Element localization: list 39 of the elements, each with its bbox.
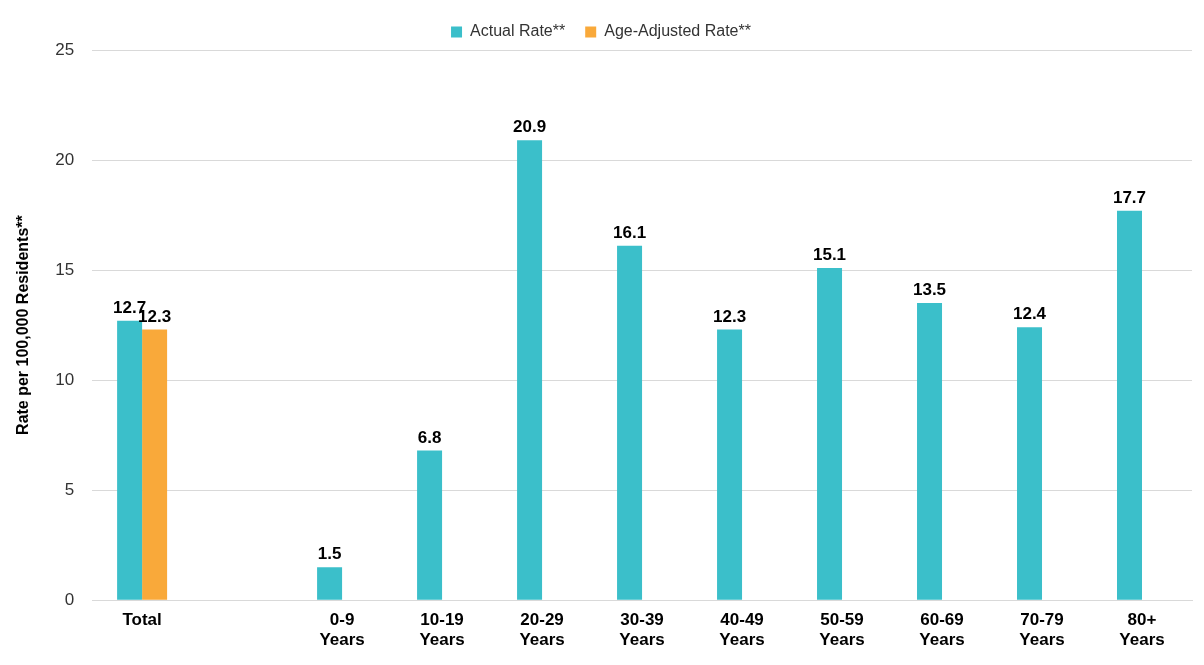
bar — [417, 450, 443, 600]
data-label: 6.8 — [417, 427, 442, 447]
data-label: 13.5 — [912, 280, 947, 300]
bar — [1117, 210, 1143, 600]
data-label: 1.5 — [317, 544, 342, 564]
x-tick-label: 60-69 Years — [919, 610, 965, 650]
x-tick-label: 30-39 Years — [619, 610, 665, 650]
x-tick-label: Total — [122, 610, 162, 630]
bar — [142, 329, 168, 600]
y-tick-label: 15 — [55, 259, 75, 279]
y-tick-label: 10 — [55, 369, 75, 389]
data-label: 12.3 — [713, 306, 747, 326]
y-tick-label: 0 — [64, 589, 75, 609]
x-tick-label: 20-29 Years — [519, 610, 565, 650]
bar — [1017, 327, 1043, 600]
data-label: 16.1 — [613, 223, 647, 243]
data-label: 15.1 — [812, 245, 847, 265]
data-label: 17.7 — [1112, 187, 1147, 207]
y-axis-title: Rate per 100,000 Residents** — [14, 214, 32, 435]
y-tick-label: 25 — [55, 39, 75, 59]
x-tick-label: 40-49 Years — [719, 610, 765, 650]
x-tick-label: 0-9 Years — [319, 610, 365, 650]
bar — [917, 303, 943, 600]
bar — [617, 245, 643, 600]
legend-label: Actual Rate** — [470, 22, 566, 40]
y-tick-label: 5 — [64, 479, 75, 499]
bar — [717, 329, 743, 600]
legend-label: Age-Adjusted Rate** — [604, 22, 751, 40]
bar — [817, 267, 843, 600]
data-label: 20.9 — [513, 117, 547, 137]
x-tick-label: 50-59 Years — [819, 610, 865, 650]
data-label: 12.4 — [1012, 304, 1047, 324]
bar — [517, 140, 543, 600]
bar — [317, 567, 343, 600]
x-tick-label: 70-79 Years — [1019, 610, 1065, 650]
x-tick-label: 80+ Years — [1119, 610, 1165, 650]
bar — [117, 320, 143, 600]
y-tick-label: 20 — [55, 149, 75, 169]
x-tick-label: 10-19 Years — [419, 610, 465, 650]
